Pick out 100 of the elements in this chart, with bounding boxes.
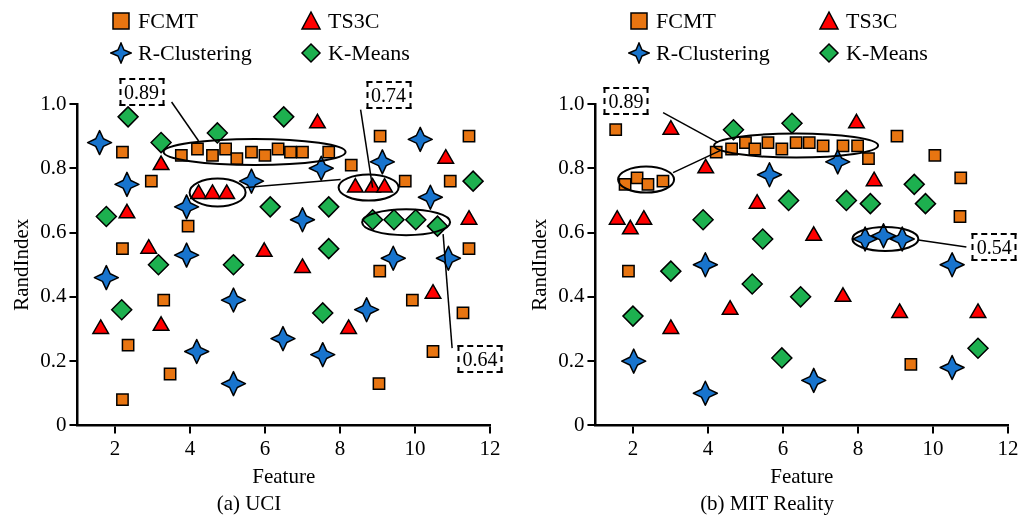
point (92, 319, 110, 335)
x-tick-label: 2 (627, 435, 639, 460)
annotation: 0.54 (971, 232, 1017, 261)
y-axis-title: RandIndex (527, 218, 552, 311)
point (296, 145, 309, 159)
point (373, 129, 387, 143)
legend-label: R-Clustering (656, 40, 770, 66)
point (939, 354, 965, 381)
x-tick-label: 8 (852, 435, 864, 460)
point (116, 242, 129, 256)
point (816, 139, 830, 153)
point (86, 129, 113, 156)
point (116, 393, 129, 407)
text: (a) UCI (216, 490, 282, 515)
x-tick-label: 2 (109, 435, 121, 460)
point (271, 142, 285, 156)
x-tick-label: 12 (479, 435, 501, 460)
point (258, 149, 272, 162)
point (93, 264, 120, 291)
point (383, 208, 405, 231)
point (662, 319, 680, 335)
point (462, 129, 476, 143)
point (317, 196, 340, 218)
point (117, 106, 139, 128)
point (641, 177, 655, 191)
point (417, 184, 444, 210)
point (967, 337, 989, 360)
point (890, 129, 904, 143)
point (834, 287, 852, 303)
point (220, 370, 247, 397)
point (405, 293, 419, 307)
point (183, 338, 210, 365)
point (309, 341, 336, 368)
point (904, 357, 918, 371)
point (245, 145, 258, 159)
y-tick-label: 0.6 (40, 219, 67, 244)
point (620, 348, 647, 374)
point (954, 171, 968, 185)
point (692, 251, 719, 278)
point (756, 161, 783, 188)
point (114, 171, 140, 198)
point (152, 316, 170, 332)
point (340, 319, 358, 335)
x-tick-label: 8 (334, 435, 346, 460)
point (953, 210, 967, 223)
x-tick-label: 4 (184, 435, 196, 460)
point (206, 149, 219, 162)
point (462, 170, 484, 192)
point (859, 192, 882, 215)
y-tick-label: 0.2 (558, 347, 585, 372)
point (771, 347, 793, 369)
x-axis-title: Feature (770, 463, 834, 488)
legend-label: K-Means (846, 40, 928, 66)
point (147, 253, 170, 276)
point (150, 131, 172, 154)
point (824, 149, 851, 175)
point (889, 226, 915, 252)
x-tick-label: 10 (404, 435, 426, 460)
point (144, 174, 158, 188)
point (293, 258, 312, 274)
point (660, 260, 682, 282)
point (777, 189, 800, 212)
x-tick-label: 10 (922, 435, 944, 460)
point (191, 142, 204, 156)
point (443, 174, 457, 188)
point (219, 142, 232, 156)
point (95, 205, 118, 228)
point (270, 325, 296, 352)
legend-label: TS3C (846, 8, 898, 34)
point (928, 149, 942, 162)
y-tick-label: 0.4 (558, 283, 585, 308)
point (110, 298, 133, 321)
point (609, 123, 623, 137)
point (748, 142, 762, 156)
legend-label: FCMT (656, 8, 716, 34)
point (206, 122, 229, 144)
legend-label: TS3C (328, 8, 380, 34)
x-tick-label: 6 (259, 435, 271, 460)
point (308, 155, 334, 182)
point (862, 152, 875, 166)
point (230, 152, 244, 166)
point (870, 223, 897, 249)
point (789, 136, 803, 149)
point (259, 196, 281, 218)
point (372, 377, 386, 391)
legend-label: K-Means (328, 40, 410, 66)
point (851, 139, 865, 153)
point (462, 242, 476, 256)
point (751, 228, 774, 250)
y-tick-label: 1.0 (40, 90, 67, 115)
point (775, 142, 789, 156)
point (181, 219, 195, 233)
y-tick-label: 0.2 (40, 347, 67, 372)
point (344, 158, 358, 172)
point (289, 206, 316, 233)
point (407, 126, 433, 153)
point (353, 296, 380, 323)
point (255, 242, 273, 258)
point (969, 303, 987, 319)
annotation: 0.89 (119, 77, 165, 106)
